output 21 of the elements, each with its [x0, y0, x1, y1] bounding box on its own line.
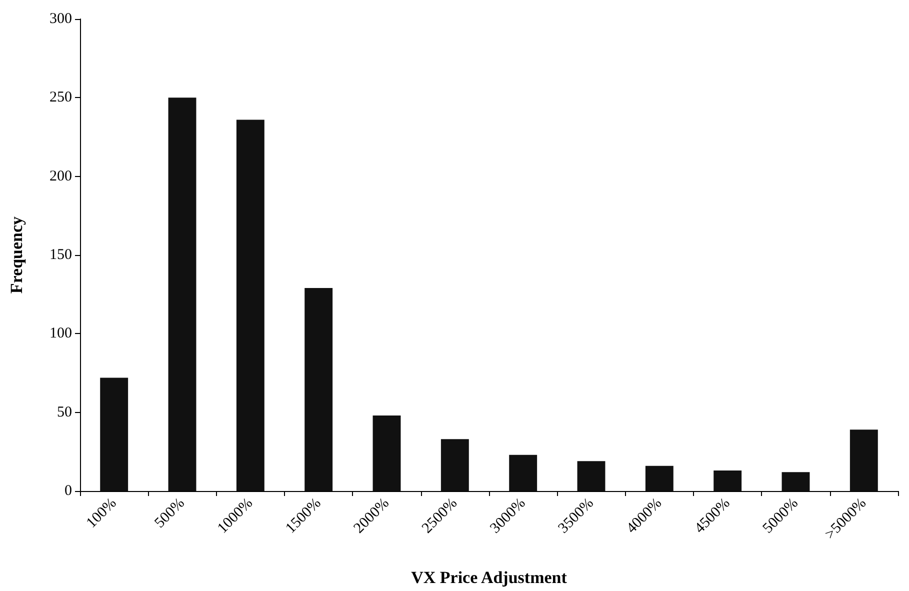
bar [168, 98, 196, 491]
x-axis-title: VX Price Adjustment [411, 568, 568, 587]
y-tick-label: 0 [64, 483, 72, 499]
y-tick-label: 200 [50, 168, 72, 184]
y-tick-label: 100 [50, 326, 72, 342]
y-tick-label: 250 [50, 90, 72, 106]
y-tick-label: 300 [50, 11, 72, 27]
bar [440, 439, 469, 491]
bar [509, 454, 538, 491]
bar [645, 466, 674, 491]
bar [100, 378, 128, 491]
bar [782, 472, 810, 491]
bar [714, 470, 742, 491]
bar [850, 430, 878, 491]
y-tick-label: 50 [57, 404, 72, 420]
y-tick-label: 150 [50, 247, 72, 263]
y-axis-title: Frequency [7, 216, 26, 294]
bar [236, 120, 264, 491]
bar [372, 415, 401, 491]
bar [304, 288, 333, 491]
bar [577, 461, 606, 491]
